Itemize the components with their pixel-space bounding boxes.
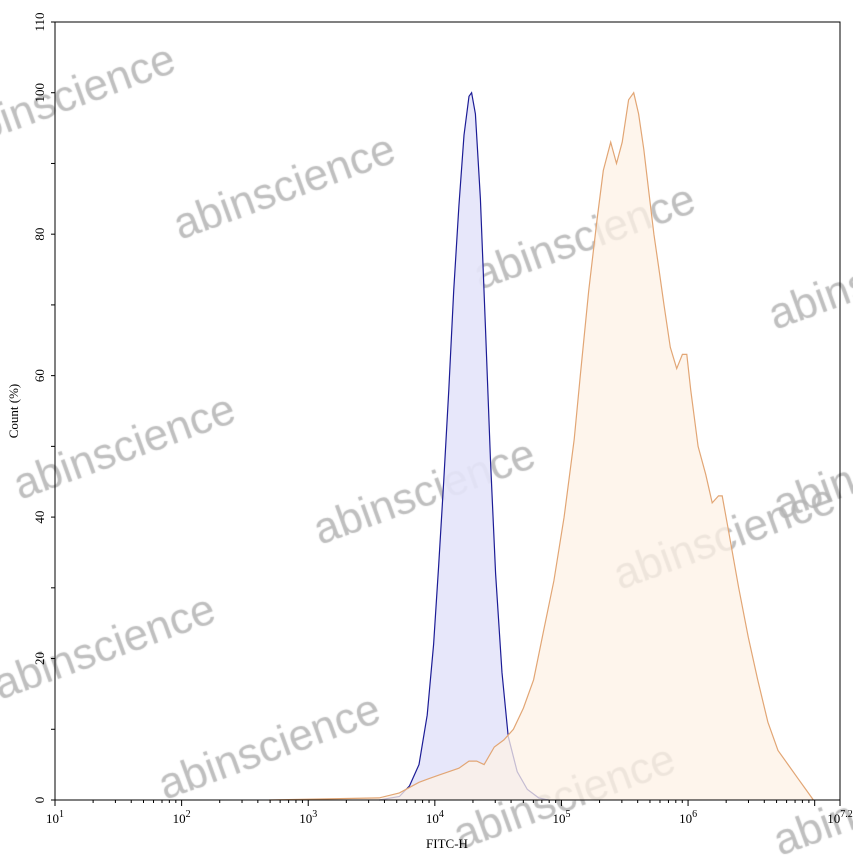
series-2-line [268,91,814,801]
y-tick-label: 80 [32,228,47,241]
x-axis-title: FITC-H [426,836,468,851]
series-layer [268,91,814,801]
plot-frame [54,21,841,801]
x-tick-label: 104 [426,809,444,826]
x-tick-label: 103 [299,809,317,826]
series-2-area [269,92,814,800]
y-tick-label: 110 [32,12,47,31]
series-1-area [379,92,549,800]
x-tick-label: 107.2 [827,809,853,826]
x-tick-label: 102 [173,809,191,826]
x-tick-label: 101 [46,809,64,826]
x-tick-label: 105 [552,809,570,826]
axes: 101 102 103 104 105 106 107.2 0 20 40 60 80 100 110 [32,12,853,826]
y-tick-label: 100 [32,83,47,103]
y-axis-title: Count (%) [6,384,21,439]
y-tick-label: 60 [32,369,47,382]
y-tick-label: 20 [32,652,47,665]
y-tick-label: 0 [32,797,47,804]
x-tick-label: 106 [679,809,697,826]
y-tick-label: 40 [32,511,47,524]
